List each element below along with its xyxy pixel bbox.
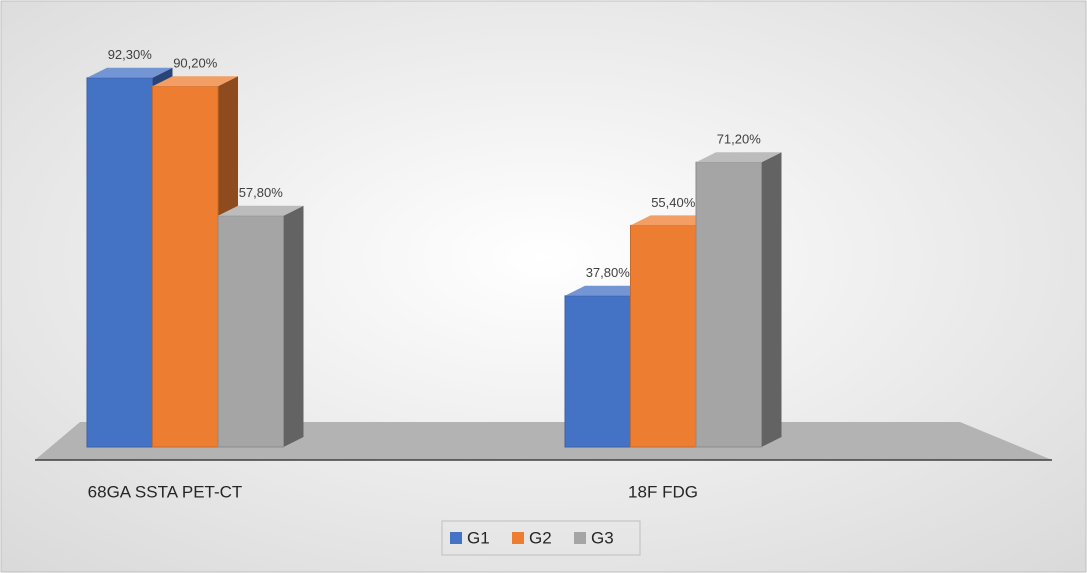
legend-swatch (512, 532, 524, 544)
bar (152, 85, 219, 448)
legend-swatch (574, 532, 586, 544)
bar-top (630, 215, 716, 226)
x-tick-label: 68GA SSTA PET-CT (88, 482, 243, 501)
legend-swatch (450, 532, 462, 544)
legend-box (441, 520, 641, 556)
legend-label: G2 (529, 528, 552, 547)
bar-top (696, 152, 782, 163)
bar (564, 295, 631, 448)
data-label: 90,20% (173, 56, 218, 71)
data-label: 71,20% (717, 132, 762, 147)
bar-top (152, 76, 238, 87)
bar (217, 215, 284, 448)
bar-top (218, 205, 304, 216)
x-tick-label: 18F FDG (628, 482, 698, 501)
bar-top (565, 285, 651, 296)
bar (86, 77, 153, 448)
bar-side (283, 205, 304, 447)
bar-side (761, 152, 782, 447)
data-label: 55,40% (651, 195, 696, 210)
data-label: 57,80% (239, 185, 284, 200)
data-label: 92,30% (108, 47, 153, 62)
legend-label: G3 (591, 528, 614, 547)
data-label: 37,80% (586, 265, 631, 280)
bar (695, 161, 762, 448)
bar (630, 224, 697, 448)
legend-label: G1 (467, 528, 490, 547)
bar-top (87, 67, 173, 78)
